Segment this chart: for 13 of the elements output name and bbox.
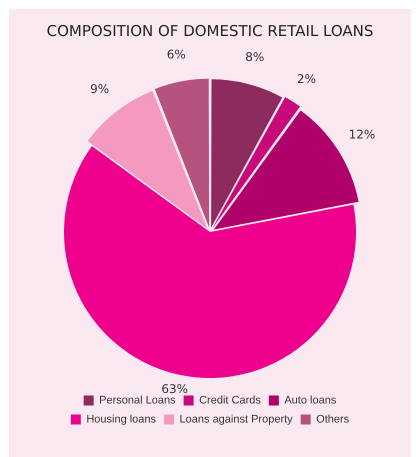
data-label: 63% bbox=[161, 382, 188, 396]
legend-label: Personal Loans bbox=[99, 394, 176, 407]
legend-label: Others bbox=[316, 414, 350, 426]
legend-label: Loans against Property bbox=[180, 414, 294, 426]
legend-label: Auto loans bbox=[284, 394, 337, 407]
data-label: 8% bbox=[245, 50, 264, 64]
legend-label: Housing loans bbox=[86, 414, 157, 426]
data-label: 12% bbox=[348, 128, 376, 142]
data-label: 9% bbox=[90, 82, 110, 96]
data-label: 6% bbox=[166, 47, 186, 62]
data-label: 2% bbox=[296, 72, 316, 86]
legend-label: Credit Cards bbox=[199, 394, 262, 407]
chart-title: COMPOSITION OF DOMESTIC RETAIL LOANS bbox=[46, 22, 374, 40]
